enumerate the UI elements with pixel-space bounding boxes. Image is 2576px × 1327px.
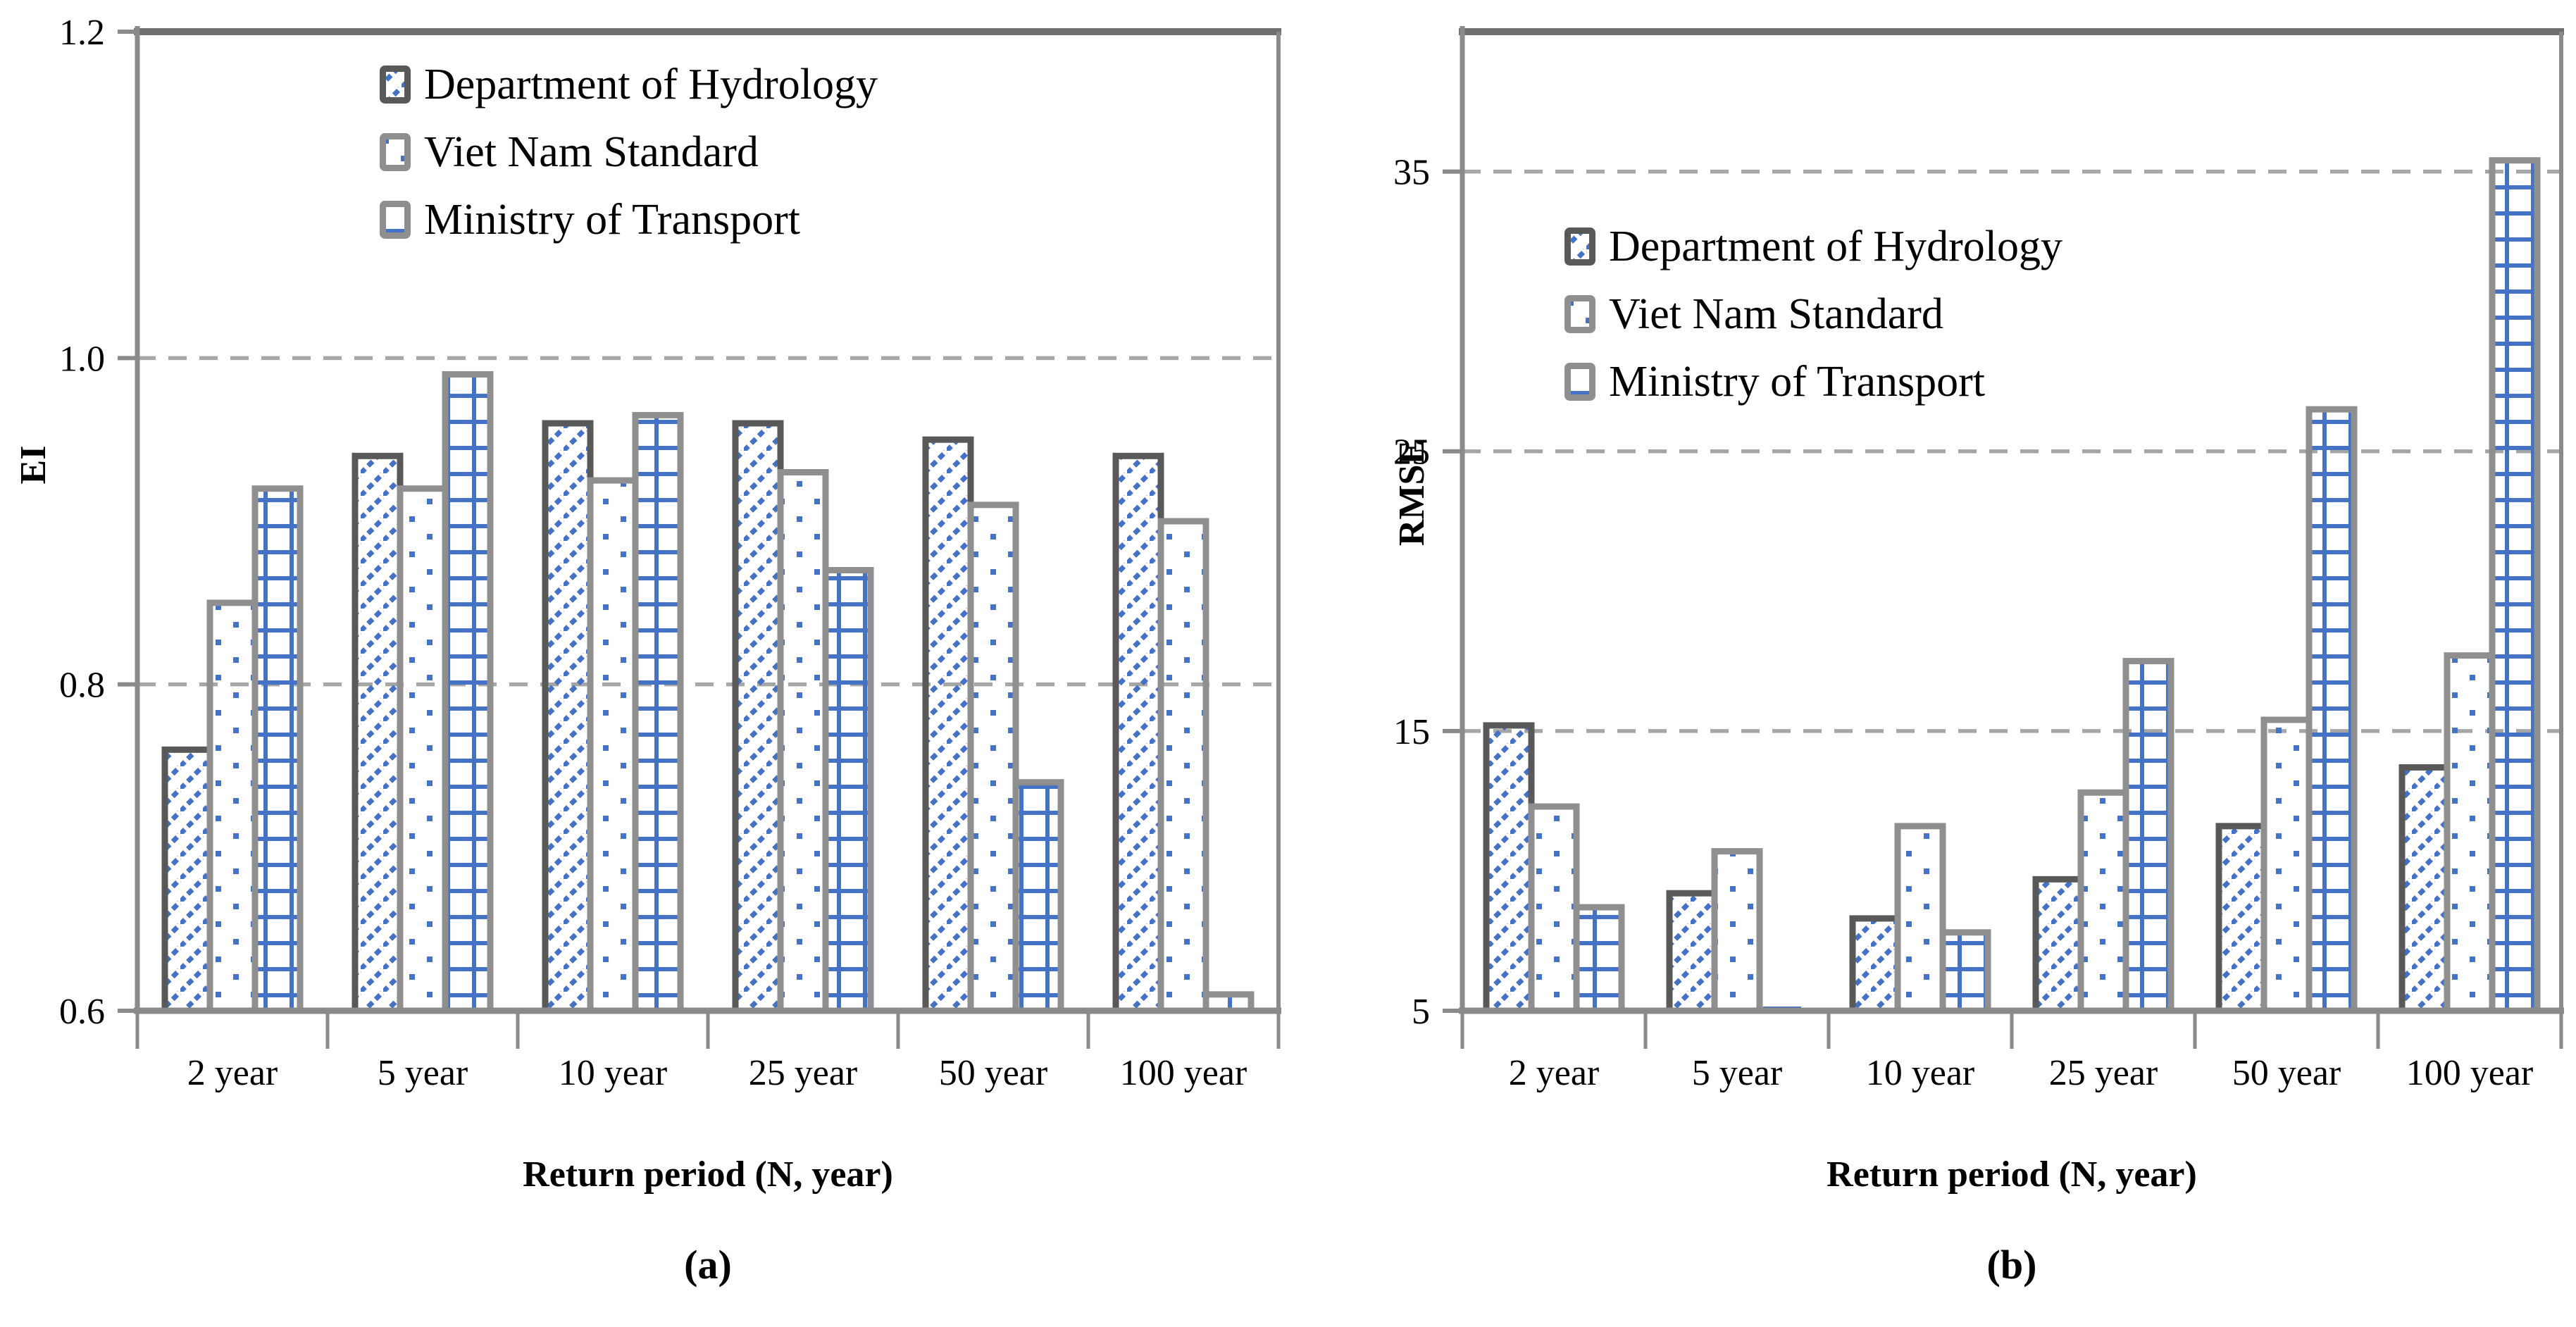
bar-dots-2-year bbox=[1528, 803, 1580, 1014]
bar-dots-50-year bbox=[2260, 716, 2313, 1014]
x-tick-label: 2 year bbox=[1509, 1053, 1599, 1093]
bar-grid-50-year bbox=[1012, 779, 1064, 1014]
bar-grid-2-year bbox=[1573, 904, 1625, 1014]
y-tick-label: 0.6 bbox=[59, 992, 105, 1032]
legend-item-dept-hydrology: Department of Hydrology bbox=[379, 51, 878, 118]
x-tick-label: 10 year bbox=[1866, 1053, 1974, 1093]
bar-diagonal-hatch-25-year bbox=[732, 420, 784, 1014]
x-tick-label: 100 year bbox=[2406, 1053, 2533, 1093]
bar-diagonal-hatch-25-year bbox=[2032, 876, 2084, 1014]
y-axis-title-a: EI bbox=[13, 445, 54, 485]
x-tick-label: 10 year bbox=[559, 1053, 667, 1093]
y-tick-label: 1.2 bbox=[59, 13, 105, 53]
bar-diagonal-hatch-5-year bbox=[1666, 890, 1718, 1014]
bar-diagonal-hatch-2-year bbox=[161, 746, 213, 1014]
x-tick-label: 50 year bbox=[2232, 1053, 2341, 1093]
legend-label: Department of Hydrology bbox=[1609, 223, 2062, 270]
y-tick-label: 5 bbox=[1412, 992, 1430, 1032]
bar-dots-25-year bbox=[2077, 789, 2129, 1014]
legend-label: Department of Hydrology bbox=[424, 61, 878, 108]
bar-dots-5-year bbox=[1711, 848, 1763, 1014]
bar-dots-100-year bbox=[1157, 518, 1209, 1014]
bar-grid-50-year bbox=[2306, 406, 2358, 1014]
y-tick-label: 35 bbox=[1393, 153, 1430, 193]
x-tick-label: 5 year bbox=[378, 1053, 468, 1093]
bar-diagonal-hatch-10-year bbox=[542, 420, 594, 1014]
legend-label: Viet Nam Standard bbox=[424, 128, 759, 176]
bar-grid-10-year bbox=[1939, 929, 1991, 1014]
bar-dots-100-year bbox=[2444, 652, 2496, 1014]
bar-dots-2-year bbox=[206, 599, 259, 1014]
grid-swatch-icon bbox=[1564, 363, 1595, 401]
caption-a: (a) bbox=[684, 1242, 732, 1288]
x-tick-label: 100 year bbox=[1120, 1053, 1247, 1093]
diagonal-hatch-swatch-icon bbox=[1564, 228, 1595, 266]
bar-grid-100-year bbox=[2489, 157, 2541, 1014]
legend-item-vietnam-standard: Viet Nam Standard bbox=[379, 118, 878, 186]
bar-grid-25-year bbox=[2122, 658, 2174, 1014]
y-tick-label: 1.0 bbox=[59, 339, 105, 379]
bar-diagonal-hatch-50-year bbox=[2215, 823, 2267, 1014]
bar-diagonal-hatch-5-year bbox=[351, 452, 404, 1014]
grid-swatch-icon bbox=[380, 201, 411, 239]
bar-diagonal-hatch-100-year bbox=[1112, 452, 1164, 1014]
legend-panel-a: Department of Hydrology Viet Nam Standar… bbox=[379, 51, 878, 254]
diagonal-hatch-swatch-icon bbox=[380, 66, 411, 104]
bar-grid-10-year bbox=[632, 411, 684, 1014]
legend-label: Viet Nam Standard bbox=[1609, 290, 1943, 338]
caption-b: (b) bbox=[1986, 1242, 2037, 1288]
bar-dots-10-year bbox=[1894, 823, 1946, 1014]
x-tick-label: 25 year bbox=[2049, 1053, 2158, 1093]
bar-diagonal-hatch-10-year bbox=[1849, 915, 1901, 1014]
legend-panel-b: Department of Hydrology Viet Nam Standar… bbox=[1564, 213, 2062, 416]
legend-item-dept-hydrology: Department of Hydrology bbox=[1564, 213, 2062, 280]
legend-item-ministry-transport: Ministry of Transport bbox=[1564, 348, 2062, 416]
x-tick-label: 2 year bbox=[187, 1053, 278, 1093]
bar-dots-10-year bbox=[587, 477, 639, 1014]
y-tick-label: 15 bbox=[1393, 712, 1430, 752]
bar-grid-5-year bbox=[442, 371, 494, 1014]
y-tick-label: 25 bbox=[1393, 432, 1430, 473]
legend-label: Ministry of Transport bbox=[1609, 358, 1985, 406]
x-tick-label: 25 year bbox=[749, 1053, 857, 1093]
dots-swatch-icon bbox=[380, 133, 411, 171]
x-axis-title-b: Return period (N, year) bbox=[1827, 1154, 2197, 1195]
bar-dots-25-year bbox=[777, 469, 829, 1014]
x-tick-label: 50 year bbox=[939, 1053, 1047, 1093]
bar-diagonal-hatch-50-year bbox=[922, 436, 974, 1014]
bar-diagonal-hatch-2-year bbox=[1483, 722, 1535, 1014]
bar-grid-2-year bbox=[251, 485, 304, 1014]
x-axis-title-a: Return period (N, year) bbox=[523, 1154, 893, 1195]
legend-item-vietnam-standard: Viet Nam Standard bbox=[1564, 280, 2062, 348]
dots-swatch-icon bbox=[1564, 295, 1595, 333]
y-tick-label: 0.8 bbox=[59, 666, 105, 706]
bar-grid-25-year bbox=[822, 567, 874, 1014]
y-axis-title-b: RMSE bbox=[1392, 440, 1432, 547]
legend-item-ministry-transport: Ministry of Transport bbox=[379, 186, 878, 254]
bar-diagonal-hatch-100-year bbox=[2398, 764, 2451, 1014]
bar-dots-50-year bbox=[967, 501, 1019, 1014]
x-tick-label: 5 year bbox=[1692, 1053, 1782, 1093]
bar-dots-5-year bbox=[397, 485, 449, 1014]
legend-label: Ministry of Transport bbox=[424, 196, 800, 244]
